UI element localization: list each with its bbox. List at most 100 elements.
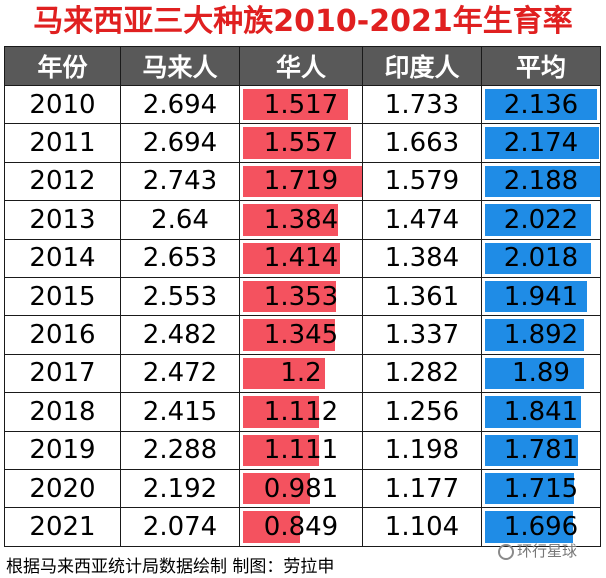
average-value: 1.715 xyxy=(503,473,579,504)
table-row: 2016 2.482 1.345 1.337 1.892 xyxy=(4,315,601,355)
average-cell: 1.89 xyxy=(481,353,601,394)
watermark: 环行星球 xyxy=(498,540,577,561)
chinese-data-bar xyxy=(243,396,319,428)
average-data-bar xyxy=(485,319,585,351)
table-row: 2013 2.64 1.384 1.474 2.022 xyxy=(4,200,601,240)
table-row: 2012 2.743 1.719 1.579 2.188 xyxy=(4,161,601,202)
chinese-cell: 1.384 xyxy=(239,200,363,240)
chinese-cell: 1.112 xyxy=(239,392,363,432)
average-data-bar xyxy=(485,357,584,390)
indian-cell: 1.663 xyxy=(362,123,482,163)
chinese-value: 0.849 xyxy=(263,511,339,542)
year-cell: 2019 xyxy=(4,430,121,470)
average-cell: 1.892 xyxy=(481,315,601,355)
chinese-data-bar xyxy=(243,434,319,466)
malay-cell: 2.288 xyxy=(120,430,240,470)
chinese-value: 1.719 xyxy=(263,166,339,197)
chinese-cell: 1.414 xyxy=(239,238,363,278)
table-row: 2021 2.074 0.849 1.104 1.696 xyxy=(4,507,601,547)
chinese-cell: 0.849 xyxy=(239,507,363,547)
year-cell: 2014 xyxy=(4,238,121,278)
average-data-bar xyxy=(485,242,591,274)
year-cell: 2016 xyxy=(4,315,121,355)
header-indian: 印度人 xyxy=(362,46,482,86)
year-cell: 2017 xyxy=(4,353,121,394)
year-cell: 2020 xyxy=(4,468,121,509)
malay-cell: 2.64 xyxy=(120,200,240,240)
year-cell: 2011 xyxy=(4,123,121,163)
indian-cell: 1.361 xyxy=(362,276,482,317)
indian-cell: 1.337 xyxy=(362,315,482,355)
year-cell: 2010 xyxy=(4,84,121,125)
average-cell: 2.174 xyxy=(481,123,601,163)
chinese-data-bar xyxy=(243,357,326,390)
malay-cell: 2.743 xyxy=(120,161,240,202)
malay-cell: 2.472 xyxy=(120,353,240,394)
chinese-cell: 1.517 xyxy=(239,84,363,125)
chinese-cell: 1.345 xyxy=(239,315,363,355)
average-cell: 1.781 xyxy=(481,430,601,470)
average-data-bar xyxy=(485,472,575,505)
chinese-cell: 1.719 xyxy=(239,161,363,202)
chinese-data-bar xyxy=(243,204,339,236)
average-value: 2.018 xyxy=(503,243,579,274)
chinese-cell: 1.111 xyxy=(239,430,363,470)
source-footer: 根据马来西亚统计局数据绘制 制图：劳拉申 xyxy=(6,557,335,577)
average-data-bar xyxy=(485,280,587,313)
chinese-value: 1.112 xyxy=(263,396,339,427)
chinese-cell: 1.2 xyxy=(239,353,363,394)
header-year: 年份 xyxy=(4,46,121,86)
year-cell: 2015 xyxy=(4,276,121,317)
indian-cell: 1.104 xyxy=(362,507,482,547)
chinese-data-bar xyxy=(243,165,362,198)
table-row: 2018 2.415 1.112 1.256 1.841 xyxy=(4,392,601,432)
average-cell: 2.018 xyxy=(481,238,601,278)
chinese-value: 1.345 xyxy=(263,320,339,351)
table-row: 2020 2.192 0.981 1.177 1.715 xyxy=(4,468,601,509)
average-data-bar xyxy=(485,204,592,236)
chinese-value: 1.111 xyxy=(263,435,339,466)
average-data-bar xyxy=(485,165,600,198)
average-cell: 1.841 xyxy=(481,392,601,432)
year-cell: 2018 xyxy=(4,392,121,432)
chinese-value: 1.353 xyxy=(263,281,339,312)
average-cell: 2.136 xyxy=(481,84,601,125)
average-value: 2.022 xyxy=(503,204,579,235)
chinese-cell: 1.353 xyxy=(239,276,363,317)
average-cell: 1.941 xyxy=(481,276,601,317)
year-cell: 2013 xyxy=(4,200,121,240)
malay-cell: 2.653 xyxy=(120,238,240,278)
chinese-data-bar xyxy=(243,280,337,313)
average-value: 1.892 xyxy=(503,320,579,351)
average-value: 2.174 xyxy=(503,128,579,159)
chinese-cell: 1.557 xyxy=(239,123,363,163)
table-row: 2015 2.553 1.353 1.361 1.941 xyxy=(4,276,601,317)
average-data-bar xyxy=(485,511,574,543)
fertility-table: 年份 马来人 华人 印度人 平均 2010 2.694 1.517 1.733 2.13… xyxy=(4,46,601,547)
average-cell: 1.715 xyxy=(481,468,601,509)
average-value: 2.136 xyxy=(503,89,579,120)
table-row: 2017 2.472 1.2 1.282 1.89 xyxy=(4,353,601,394)
wechat-icon xyxy=(498,543,514,560)
average-value: 1.941 xyxy=(503,281,579,312)
malay-cell: 2.192 xyxy=(120,468,240,509)
average-cell: 2.188 xyxy=(481,161,601,202)
watermark-text: 环行星球 xyxy=(517,542,578,560)
chinese-value: 1.384 xyxy=(263,204,339,235)
indian-cell: 1.256 xyxy=(362,392,482,432)
average-value: 1.781 xyxy=(503,435,579,466)
chinese-value: 1.414 xyxy=(263,243,339,274)
chinese-data-bar xyxy=(243,242,341,274)
average-data-bar xyxy=(485,89,598,121)
header-average: 平均 xyxy=(481,46,601,86)
malay-cell: 2.694 xyxy=(120,123,240,163)
average-data-bar xyxy=(485,396,582,428)
average-value: 1.841 xyxy=(503,396,579,427)
average-data-bar xyxy=(485,434,579,466)
chinese-cell: 0.981 xyxy=(239,468,363,509)
indian-cell: 1.474 xyxy=(362,200,482,240)
table-row: 2011 2.694 1.557 1.663 2.174 xyxy=(4,123,601,163)
average-value: 1.696 xyxy=(503,511,579,542)
indian-cell: 1.733 xyxy=(362,84,482,125)
indian-cell: 1.579 xyxy=(362,161,482,202)
